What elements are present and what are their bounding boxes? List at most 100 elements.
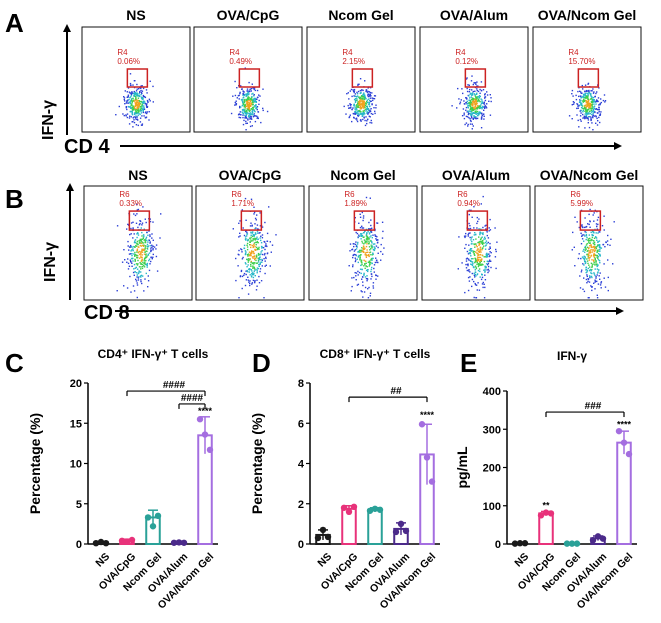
flow-event-dot xyxy=(137,259,139,262)
flow-event-dot xyxy=(476,88,478,90)
flow-event-dot xyxy=(481,99,483,101)
flow-event-dot xyxy=(365,110,367,112)
flow-event-dot xyxy=(588,102,590,105)
flow-event-dot xyxy=(358,251,361,253)
flow-event-dot xyxy=(478,228,480,230)
flow-event-dot xyxy=(254,239,256,241)
flow-event-dot xyxy=(480,81,483,83)
flow-event-dot xyxy=(372,252,374,254)
flow-event-dot xyxy=(596,99,598,101)
flow-event-dot xyxy=(148,269,151,272)
flow-event-dot xyxy=(593,259,595,261)
flow-event-dot xyxy=(128,106,131,108)
flow-event-dot xyxy=(597,269,600,271)
flow-event-dot xyxy=(468,228,470,230)
flow-event-dot xyxy=(133,94,135,97)
flow-event-dot xyxy=(488,260,490,263)
flow-event-dot xyxy=(254,246,256,248)
data-point xyxy=(170,539,178,546)
flow-event-dot xyxy=(456,107,458,109)
flow-event-dot xyxy=(471,100,474,103)
flow-event-dot xyxy=(582,250,584,252)
flow-event-dot xyxy=(584,245,587,248)
flow-event-dot xyxy=(135,203,138,205)
flow-event-dot xyxy=(596,294,598,296)
flow-event-dot xyxy=(126,91,128,93)
flow-event-dot xyxy=(576,221,578,223)
flow-event-dot xyxy=(140,256,142,258)
flow-event-dot xyxy=(250,240,252,242)
flow-event-dot xyxy=(249,116,251,118)
flow-event-dot xyxy=(135,118,137,121)
flow-event-dot xyxy=(148,98,151,100)
flow-event-dot xyxy=(139,262,141,264)
flow-event-dot xyxy=(471,93,473,96)
flow-event-dot xyxy=(249,244,251,246)
flow-event-dot xyxy=(584,94,586,96)
flow-event-dot xyxy=(590,270,592,272)
flow-event-dot xyxy=(353,245,355,248)
flow-event-dot xyxy=(245,253,247,256)
flow-plot-title: OVA/Alum xyxy=(442,167,510,183)
flow-event-dot xyxy=(470,243,473,245)
flow-event-dot xyxy=(468,99,470,101)
flow-event-dot xyxy=(473,274,476,276)
y-tick-label: 8 xyxy=(298,378,304,390)
flow-event-dot xyxy=(480,260,482,262)
flow-event-dot xyxy=(467,106,469,108)
flow-event-dot xyxy=(126,100,128,102)
flow-event-dot xyxy=(144,257,146,259)
flow-event-dot xyxy=(468,270,470,272)
flow-event-dot xyxy=(364,247,366,249)
data-point xyxy=(418,421,426,428)
flow-event-dot xyxy=(352,112,354,115)
flow-event-dot xyxy=(596,265,598,268)
flow-event-dot xyxy=(363,259,365,261)
flow-event-dot xyxy=(263,258,265,260)
flow-event-dot xyxy=(147,101,149,103)
flow-event-dot xyxy=(132,84,134,86)
flow-event-dot xyxy=(244,284,247,287)
flow-event-dot xyxy=(457,87,459,90)
flow-event-dot xyxy=(485,105,487,108)
flow-event-dot xyxy=(470,80,473,82)
flow-event-dot xyxy=(144,102,147,105)
flow-event-dot xyxy=(367,231,369,233)
flow-event-dot xyxy=(249,118,251,120)
chart-title: IFN-γ xyxy=(557,349,587,363)
flow-event-dot xyxy=(363,114,365,116)
flow-event-dot xyxy=(581,238,584,240)
data-point xyxy=(615,427,623,435)
flow-event-dot xyxy=(133,113,136,116)
flow-event-dot xyxy=(361,95,363,98)
flow-event-dot xyxy=(361,262,363,264)
flow-event-dot xyxy=(143,248,145,250)
flow-event-dot xyxy=(253,113,255,115)
flow-event-dot xyxy=(261,259,263,261)
flow-event-dot xyxy=(590,244,592,246)
flow-event-dot xyxy=(242,123,245,126)
flow-event-dot xyxy=(380,250,382,253)
flow-event-dot xyxy=(369,100,372,102)
flow-event-dot xyxy=(359,101,361,103)
flow-event-dot xyxy=(584,235,586,237)
flow-event-dot xyxy=(475,113,477,115)
flow-event-dot xyxy=(582,226,584,229)
flow-event-dot xyxy=(241,100,244,103)
flow-event-dot xyxy=(363,96,365,98)
flow-event-dot xyxy=(136,251,138,253)
flow-event-dot xyxy=(357,114,359,117)
flow-event-dot xyxy=(230,112,233,115)
flow-event-dot xyxy=(369,95,371,97)
flow-event-dot xyxy=(473,112,475,114)
flow-event-dot xyxy=(234,101,236,104)
flow-event-dot xyxy=(150,247,152,249)
flow-event-dot xyxy=(147,254,150,256)
flow-event-dot xyxy=(597,250,599,253)
flow-event-dot xyxy=(246,113,248,115)
flow-event-dot xyxy=(361,115,363,117)
flow-event-dot xyxy=(597,253,600,255)
flow-event-dot xyxy=(494,256,497,258)
flow-event-dot xyxy=(238,94,240,97)
